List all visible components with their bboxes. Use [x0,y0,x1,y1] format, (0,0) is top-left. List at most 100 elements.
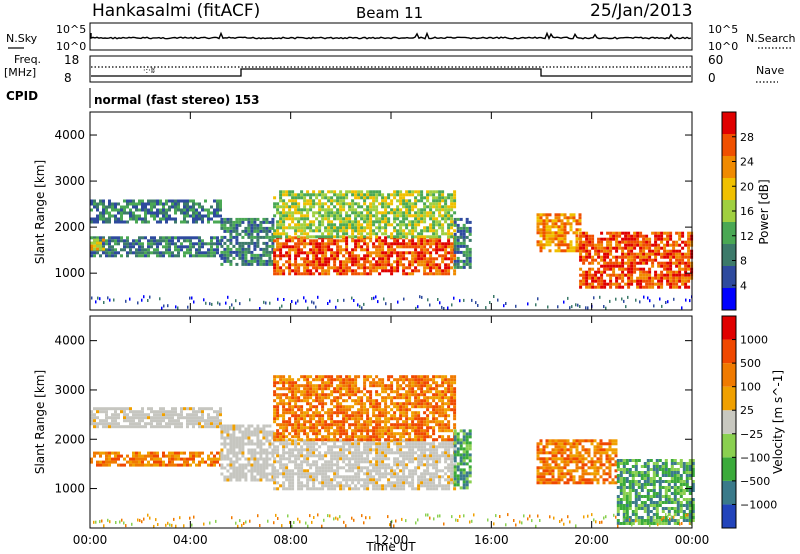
power-data-cell [369,254,373,258]
vel-data-cell [162,416,165,420]
power-data-cell [207,251,210,255]
vel-data-cell [321,478,325,482]
vel-data-cell [210,419,213,423]
power-data-cell [291,263,295,267]
vel-data-cell [288,378,292,382]
vel-data-cell [381,445,385,449]
power-data-cell [366,190,370,194]
vel-data-cell [226,433,230,437]
power-data-cell [381,217,385,221]
vel-data-cell [357,457,361,461]
power-data-cell [450,205,454,209]
vel-data-cell [339,439,343,443]
power-data-cell [207,211,210,215]
power-data-cell [681,255,685,259]
vel-data-cell [195,410,198,414]
power-data-cell [360,205,364,209]
vel-data-cell [369,451,373,455]
power-data-cell [144,254,147,258]
vel-data-cell [235,475,239,479]
power-data-cell [615,264,619,268]
vel-data-cell [378,411,382,415]
power-data-cell [624,252,628,256]
power-data-cell [129,202,132,206]
power-data-cell [279,245,283,249]
vel-data-cell [378,414,382,418]
power-data-cell [114,217,117,221]
power-data-cell [256,256,260,260]
vel-data-cell [336,475,340,479]
vel-data-cell [336,378,340,382]
vel-data-cell [378,408,382,412]
power-data-cell [138,242,141,246]
vel-data-cell [168,416,171,420]
power-data-cell [321,272,325,276]
vel-data-cell [339,426,343,430]
vel-data-cell [111,460,114,464]
vel-data-cell [235,439,239,443]
power-data-cell [579,246,583,250]
power-data-cell [318,193,322,197]
vel-data-cell [220,433,224,437]
vel-data-cell [354,460,358,464]
power-data-cell [468,238,472,242]
vel-data-cell [309,426,313,430]
power-data-cell [333,257,337,261]
power-data-cell [271,262,275,266]
power-data-cell [441,260,445,264]
vel-data-cell [354,432,358,436]
vel-data-cell [342,438,346,442]
power-data-cell [393,220,397,224]
vel-data-cell [192,419,195,423]
power-data-cell [453,269,457,273]
vel-data-cell [177,422,180,426]
vel-data-cell [345,429,349,433]
power-data-cell [195,248,198,252]
power-data-cell [411,257,415,261]
vel-data-cell [235,451,239,455]
power-data-cell [408,193,412,197]
vel-data-cell [369,390,373,394]
power-data-cell [465,235,469,239]
vel-data-cell [117,457,120,461]
vel-data-cell [336,384,340,388]
vel-data-cell [256,436,260,440]
power-data-cell [687,264,691,268]
power-data-cell [387,220,391,224]
vel-data-cell [198,422,201,426]
power-data-cell [417,260,421,264]
power-data-cell [429,263,433,267]
vel-data-cell [303,429,307,433]
power-data-cell [627,267,631,271]
vel-data-cell [300,438,304,442]
power-data-cell [336,196,340,200]
vel-data-cell [268,433,272,437]
vel-data-cell [282,432,286,436]
vel-data-cell [378,420,382,424]
power-data-cell [539,228,543,232]
power-data-cell [204,242,207,246]
vel-data-cell [369,481,373,485]
power-data-cell [93,241,96,245]
vel-data-cell [235,454,239,458]
vel-data-cell [318,414,322,418]
vel-data-cell [330,390,334,394]
vel-data-cell [192,425,195,429]
vel-data-cell [102,407,105,411]
vel-data-cell [318,429,322,433]
power-data-cell [417,211,421,215]
vel-data-cell [306,414,310,418]
vel-data-cell [375,484,379,488]
vel-data-cell [375,393,379,397]
vel-data-cell [306,487,310,491]
vel-data-cell [174,410,177,414]
vel-data-cell [348,426,352,430]
power-data-cell [621,231,625,235]
power-data-cell [393,266,397,270]
power-data-cell [396,205,400,209]
vel-data-cell [303,426,307,430]
power-data-cell [566,216,570,220]
power-data-cell [378,202,382,206]
power-data-clutter [635,298,637,302]
